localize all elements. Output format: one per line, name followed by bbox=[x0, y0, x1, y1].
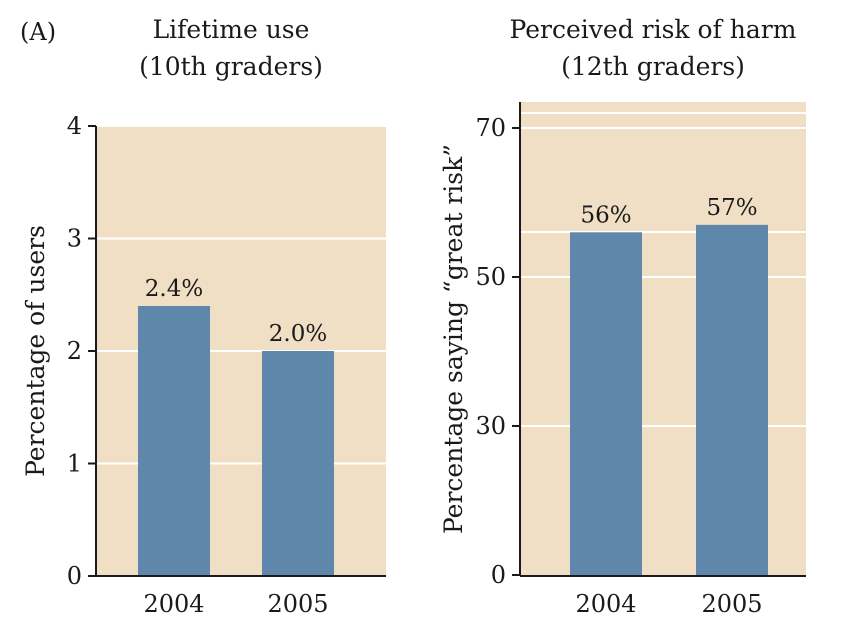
chart1-data-labels: 2.4% 2.0% bbox=[145, 276, 327, 347]
c2-y-tick-label: 70 bbox=[475, 114, 506, 142]
c1-y-tick-label: 3 bbox=[67, 225, 82, 253]
c1-y-tick-label: 1 bbox=[67, 450, 82, 478]
c1-data-label-2005: 2.0% bbox=[269, 321, 327, 347]
c2-x-tick-label-2005: 2005 bbox=[701, 590, 762, 618]
chart2-y-ticks: 0 30 50 70 bbox=[475, 114, 520, 589]
chart1-x-ticks: 2004 2005 bbox=[143, 590, 328, 618]
c2-x-tick-label-2004: 2004 bbox=[575, 590, 636, 618]
chart2-bars bbox=[570, 224, 768, 577]
c2-y-tick-label: 0 bbox=[491, 561, 506, 589]
c2-bar-2005 bbox=[696, 224, 768, 576]
chart-lifetime-use: 0 1 2 3 4 2004 2005 2.4% 2.0% Lifetime use (10… bbox=[21, 15, 386, 618]
chart1-title-line2: (10th graders) bbox=[139, 52, 323, 81]
chart2-x-ticks: 2004 2005 bbox=[575, 590, 762, 618]
c1-x-tick-label-2005: 2005 bbox=[267, 590, 328, 618]
c1-y-tick-label: 0 bbox=[67, 562, 82, 590]
panel-label: (A) bbox=[20, 18, 56, 46]
c1-y-tick-label: 2 bbox=[67, 337, 82, 365]
chart1-title-line1: Lifetime use bbox=[153, 15, 310, 44]
c1-bar-2004 bbox=[138, 306, 210, 576]
c2-y-tick-label: 30 bbox=[475, 412, 506, 440]
chart1-y-axis-label: Percentage of users bbox=[21, 225, 50, 477]
chart2-data-labels: 56% 57% bbox=[580, 195, 757, 228]
c1-x-tick-label-2004: 2004 bbox=[143, 590, 204, 618]
chart2-title-line1: Perceived risk of harm bbox=[510, 15, 797, 44]
chart1-bars bbox=[138, 306, 334, 576]
c2-data-label-2004: 56% bbox=[580, 202, 631, 228]
c1-data-label-2004: 2.4% bbox=[145, 276, 203, 302]
chart1-y-ticks: 0 1 2 3 4 bbox=[67, 112, 96, 590]
chart-perceived-risk: 0 30 50 70 2004 2005 56% 57% Perceived risk o… bbox=[439, 15, 806, 618]
c2-y-tick-label: 50 bbox=[475, 263, 506, 291]
c1-y-tick-label: 4 bbox=[67, 112, 82, 140]
c2-data-label-2005: 57% bbox=[706, 195, 757, 221]
c2-bar-2004 bbox=[570, 232, 642, 577]
chart2-y-axis-label: Percentage saying “great risk” bbox=[439, 144, 468, 534]
chart2-title-line2: (12th graders) bbox=[561, 52, 745, 81]
c1-bar-2005 bbox=[262, 351, 334, 576]
